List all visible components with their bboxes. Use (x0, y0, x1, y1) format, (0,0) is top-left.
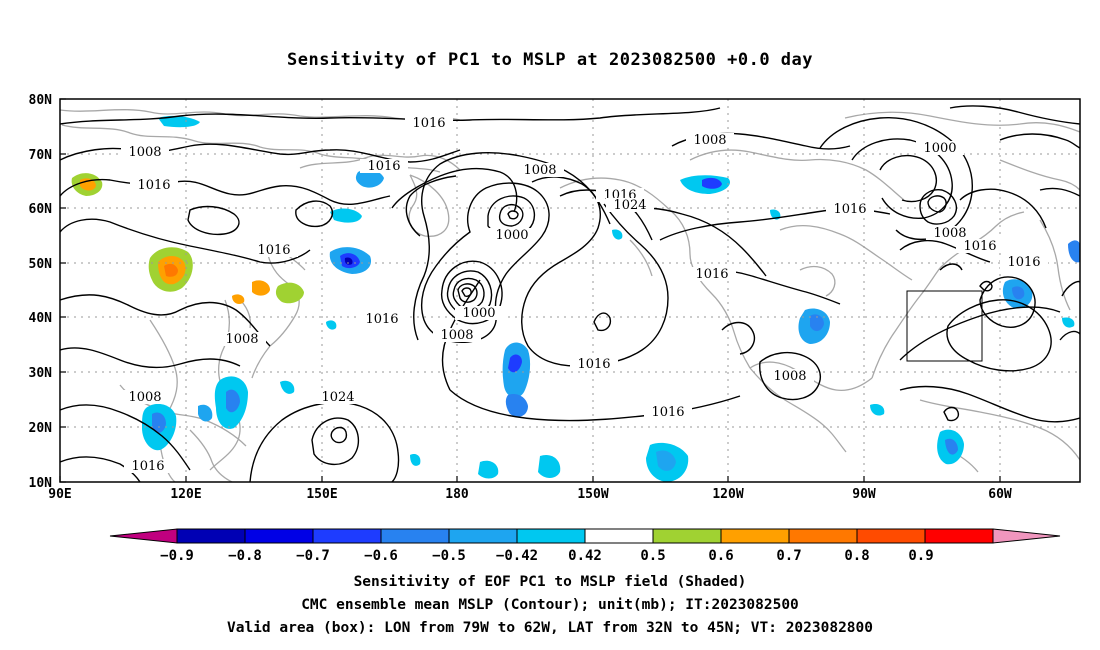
contour-label: 1008 (128, 390, 161, 405)
lon-label: 90E (48, 487, 71, 502)
contour-label: 1008 (773, 369, 806, 384)
contour-label: 1016 (963, 239, 996, 254)
contour-label: 1016 (577, 357, 610, 372)
caption-contour: CMC ensemble mean MSLP (Contour); unit(m… (301, 597, 799, 613)
lat-label: 50N (29, 257, 53, 272)
contour-label: 1008 (523, 163, 556, 178)
contour-label: 1016 (1007, 255, 1040, 270)
contour-label: 1016 (367, 159, 400, 174)
lat-label: 60N (29, 202, 53, 217)
map-title: Sensitivity of PC1 to MSLP at 2023082500… (286, 50, 813, 70)
contour-label: 1016 (695, 267, 728, 282)
lon-label: 180 (445, 487, 469, 502)
contour-label: 1000 (495, 228, 528, 243)
contour-label: 1016 (131, 459, 164, 474)
coastlines (60, 109, 1080, 482)
contour-label: 1008 (933, 226, 966, 241)
caption-valid-area: Valid area (box): LON from 79W to 62W, L… (226, 620, 873, 636)
valid-area-box (906, 290, 983, 362)
contour-label: 1000 (462, 306, 495, 321)
lon-label: 90W (852, 487, 876, 502)
contour-label: 1008 (225, 332, 258, 347)
lat-label: 40N (29, 311, 53, 326)
contour-label: 1024 (321, 390, 354, 405)
lon-label: 150W (577, 487, 608, 502)
gridlines (60, 99, 1080, 482)
mslp-contours (60, 105, 1080, 482)
lon-label: 60W (988, 487, 1012, 502)
contour-label: 1000 (923, 141, 956, 156)
lat-label: 20N (29, 421, 53, 436)
contour-labels: 1016 1008 1016 1008 1016 1016 1008 1016 … (121, 116, 1048, 474)
caption-shading: Sensitivity of EOF PC1 to MSLP field (Sh… (353, 574, 747, 590)
contour-label: 1016 (412, 116, 445, 131)
lat-label: 30N (29, 366, 53, 381)
contour-label: 1008 (693, 133, 726, 148)
contour-label: 1008 (440, 328, 473, 343)
contour-label: 1024 (613, 198, 646, 213)
contour-label: 1016 (137, 178, 170, 193)
lat-label: 70N (29, 148, 53, 163)
map-frame (59, 98, 1081, 483)
lat-label: 80N (29, 93, 53, 108)
lat-label: 10N (29, 476, 53, 491)
axis-ticks (59, 98, 1001, 483)
contour-label: 1016 (365, 312, 398, 327)
longitude-labels: 90E 120E 150E 180 150W 120W 90W 60W (48, 487, 1012, 502)
contour-label: 1016 (257, 243, 290, 258)
lon-label: 120E (170, 487, 201, 502)
contour-label: 1008 (128, 145, 161, 160)
lon-label: 120W (712, 487, 743, 502)
contour-label: 1016 (833, 202, 866, 217)
contour-label: 1016 (651, 405, 684, 420)
lon-label: 150E (306, 487, 337, 502)
latitude-labels: 80N 70N 60N 50N 40N 30N 20N 10N (29, 93, 53, 491)
